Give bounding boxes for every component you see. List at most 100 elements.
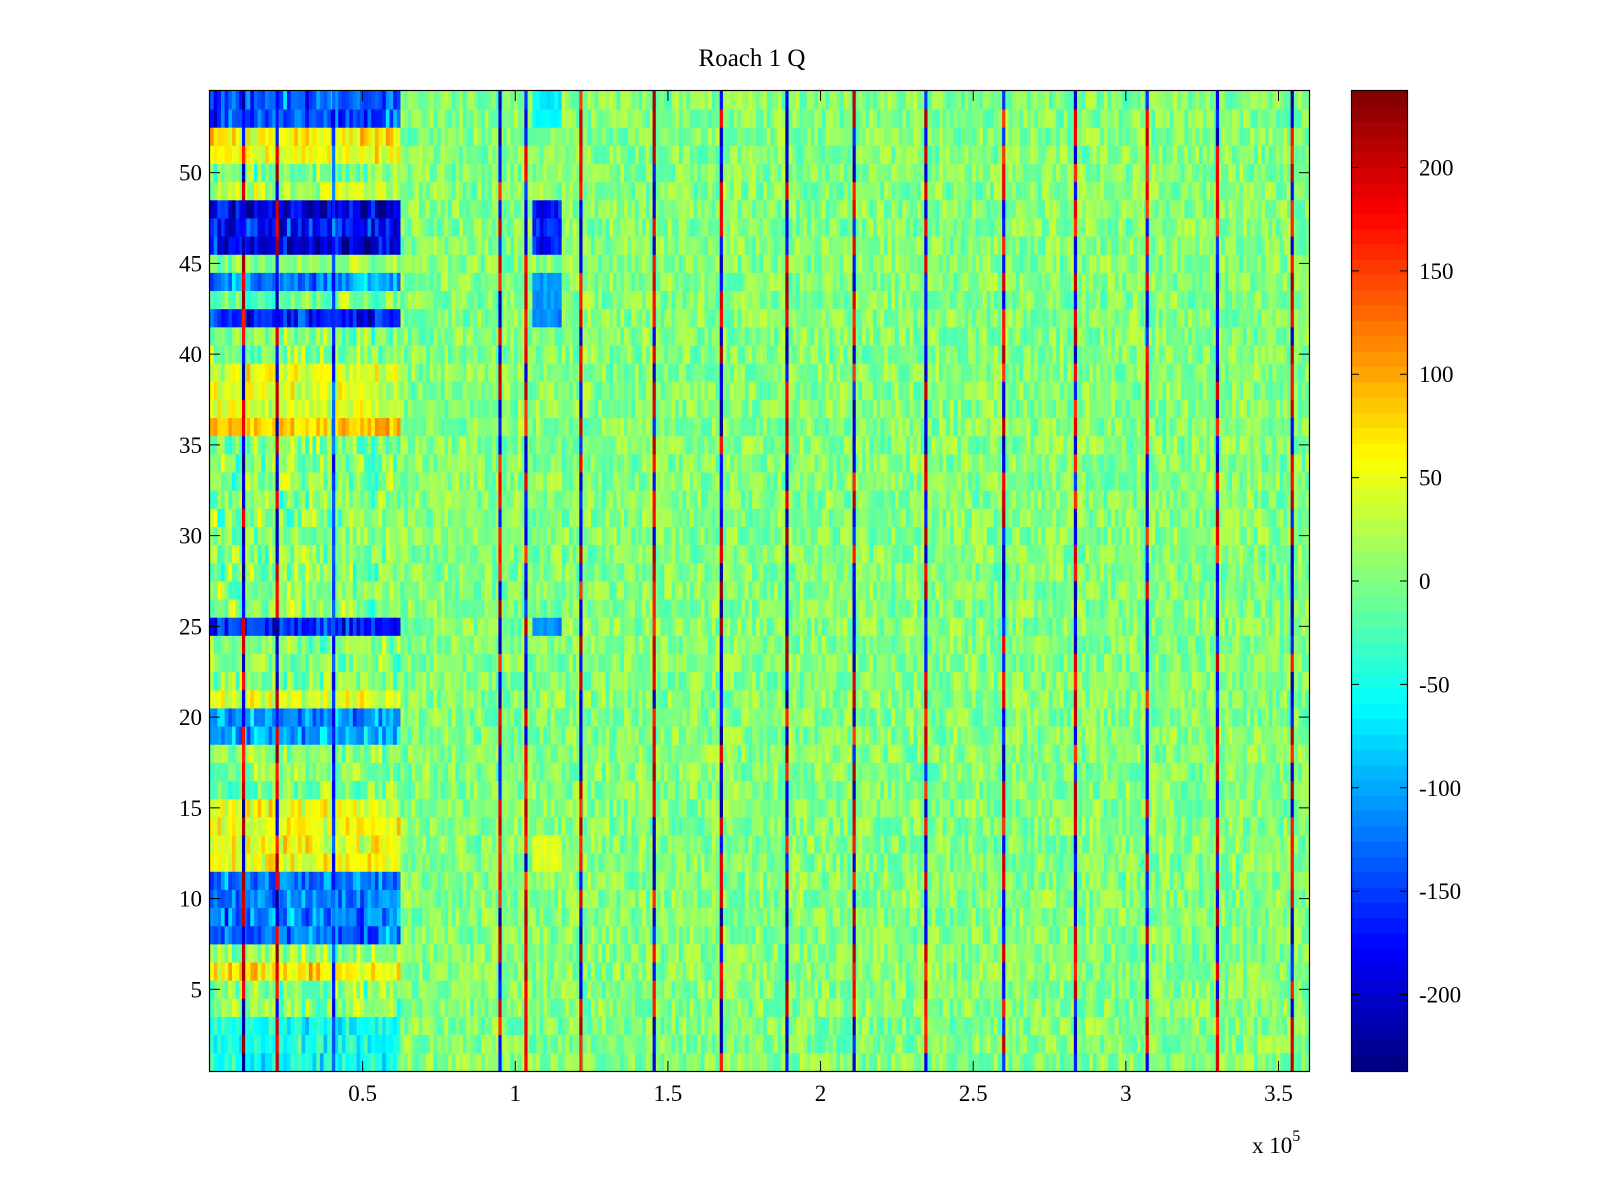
heatmap-cell — [290, 816, 295, 836]
heatmap-cell — [704, 816, 709, 836]
heatmap-cell — [455, 835, 460, 854]
heatmap-cell — [741, 1034, 746, 1054]
heatmap-cell — [1246, 962, 1251, 981]
heatmap-cell — [411, 835, 416, 854]
heatmap-cell — [642, 853, 647, 872]
heatmap-cell — [909, 853, 914, 872]
heatmap-cell — [488, 816, 493, 836]
heatmap-cell — [693, 780, 698, 800]
heatmap-cell — [558, 1052, 563, 1072]
heatmap-cell — [1136, 1034, 1141, 1054]
heatmap-cell — [418, 762, 423, 782]
heatmap-cell — [1085, 962, 1090, 981]
heatmap-cell — [1008, 962, 1013, 981]
heatmap-cell — [231, 853, 237, 872]
heatmap-cell — [1265, 925, 1270, 945]
heatmap-cell — [1173, 816, 1178, 836]
heatmap-cell — [1052, 943, 1057, 963]
heatmap-cell — [770, 907, 775, 927]
heatmap-cell — [1235, 871, 1240, 890]
heatmap-cell — [821, 907, 826, 927]
heatmap-cell — [971, 925, 977, 945]
heatmap-cell — [1287, 925, 1292, 945]
heatmap-cell — [356, 853, 361, 872]
heatmap-cell — [917, 1016, 922, 1036]
heatmap-cell — [210, 962, 215, 981]
heatmap-cell — [1048, 943, 1053, 963]
heatmap-cell — [558, 780, 563, 800]
heatmap-cell — [1092, 871, 1097, 890]
heatmap-cell — [257, 871, 262, 890]
heatmap-cell — [884, 889, 889, 909]
heatmap-cell — [261, 816, 266, 836]
heatmap-cell — [253, 1052, 259, 1072]
heatmap-cell — [1151, 962, 1156, 981]
heatmap-cell — [1162, 798, 1167, 818]
heatmap-cell — [345, 1052, 350, 1072]
heatmap-cell — [781, 925, 786, 945]
heatmap-cell — [561, 871, 566, 890]
heatmap-cell — [1103, 871, 1108, 890]
heatmap-cell — [422, 1052, 427, 1072]
heatmap-cell — [781, 998, 786, 1017]
heatmap-cell — [1085, 1052, 1090, 1072]
heatmap-cell — [415, 1016, 420, 1036]
heatmap-cell — [671, 762, 676, 782]
heatmap-cell — [338, 798, 343, 818]
heatmap-cell — [656, 853, 661, 872]
heatmap-cell — [814, 980, 819, 999]
heatmap-cell — [982, 1052, 988, 1072]
heatmap-cell — [1015, 907, 1020, 927]
heatmap-cell — [1210, 980, 1215, 999]
heatmap-cell — [616, 1034, 621, 1054]
heatmap-cell — [1202, 798, 1207, 818]
heatmap-cell — [931, 1034, 936, 1054]
heatmap-cell — [268, 871, 273, 890]
heatmap-cell — [1305, 907, 1310, 927]
heatmap-cell — [407, 816, 412, 836]
heatmap-cell — [246, 780, 251, 800]
heatmap-cell — [935, 925, 940, 945]
heatmap-cell — [627, 998, 632, 1017]
heatmap-cell — [492, 980, 497, 999]
heatmap-cell — [865, 1016, 870, 1036]
heatmap-cell — [759, 1052, 764, 1072]
heatmap-cell — [385, 871, 390, 890]
heatmap-cell — [726, 907, 731, 927]
heatmap-cell — [426, 816, 431, 836]
heatmap-cell — [532, 798, 537, 818]
heatmap-cell — [887, 798, 892, 818]
heatmap-cell — [913, 853, 918, 872]
heatmap-cell — [327, 889, 332, 909]
heatmap-cell — [272, 1016, 277, 1036]
heatmap-cell — [268, 798, 273, 818]
heatmap-cell — [547, 816, 552, 836]
heatmap-cell — [939, 962, 944, 981]
heatmap-cell — [700, 816, 705, 836]
heatmap-cell — [656, 1052, 661, 1072]
heatmap-cell — [774, 1052, 779, 1072]
heatmap-cell — [689, 998, 694, 1017]
heatmap-cell — [917, 1052, 922, 1072]
heatmap-cell — [1089, 853, 1094, 872]
heatmap-cell — [1023, 925, 1028, 945]
heatmap-cell — [1114, 1034, 1119, 1054]
heatmap-cell — [532, 780, 537, 800]
heatmap-cell — [422, 871, 427, 890]
heatmap-cell — [283, 980, 288, 999]
heatmap-cell — [407, 980, 412, 999]
heatmap-cell — [990, 980, 995, 999]
heatmap-cell — [814, 943, 819, 963]
heatmap-cell — [294, 853, 299, 872]
heatmap-cell — [664, 798, 669, 818]
heatmap-cell — [378, 907, 383, 927]
heatmap-cell — [510, 943, 515, 963]
heatmap-cell — [1195, 1034, 1200, 1054]
heatmap-cell — [671, 998, 676, 1017]
heatmap-cell — [400, 962, 405, 981]
heatmap-cell — [1166, 980, 1171, 999]
heatmap-cell — [645, 1034, 650, 1054]
heatmap-cell — [290, 798, 295, 818]
heatmap-cell — [737, 998, 742, 1017]
heatmap-cell — [1004, 943, 1009, 963]
